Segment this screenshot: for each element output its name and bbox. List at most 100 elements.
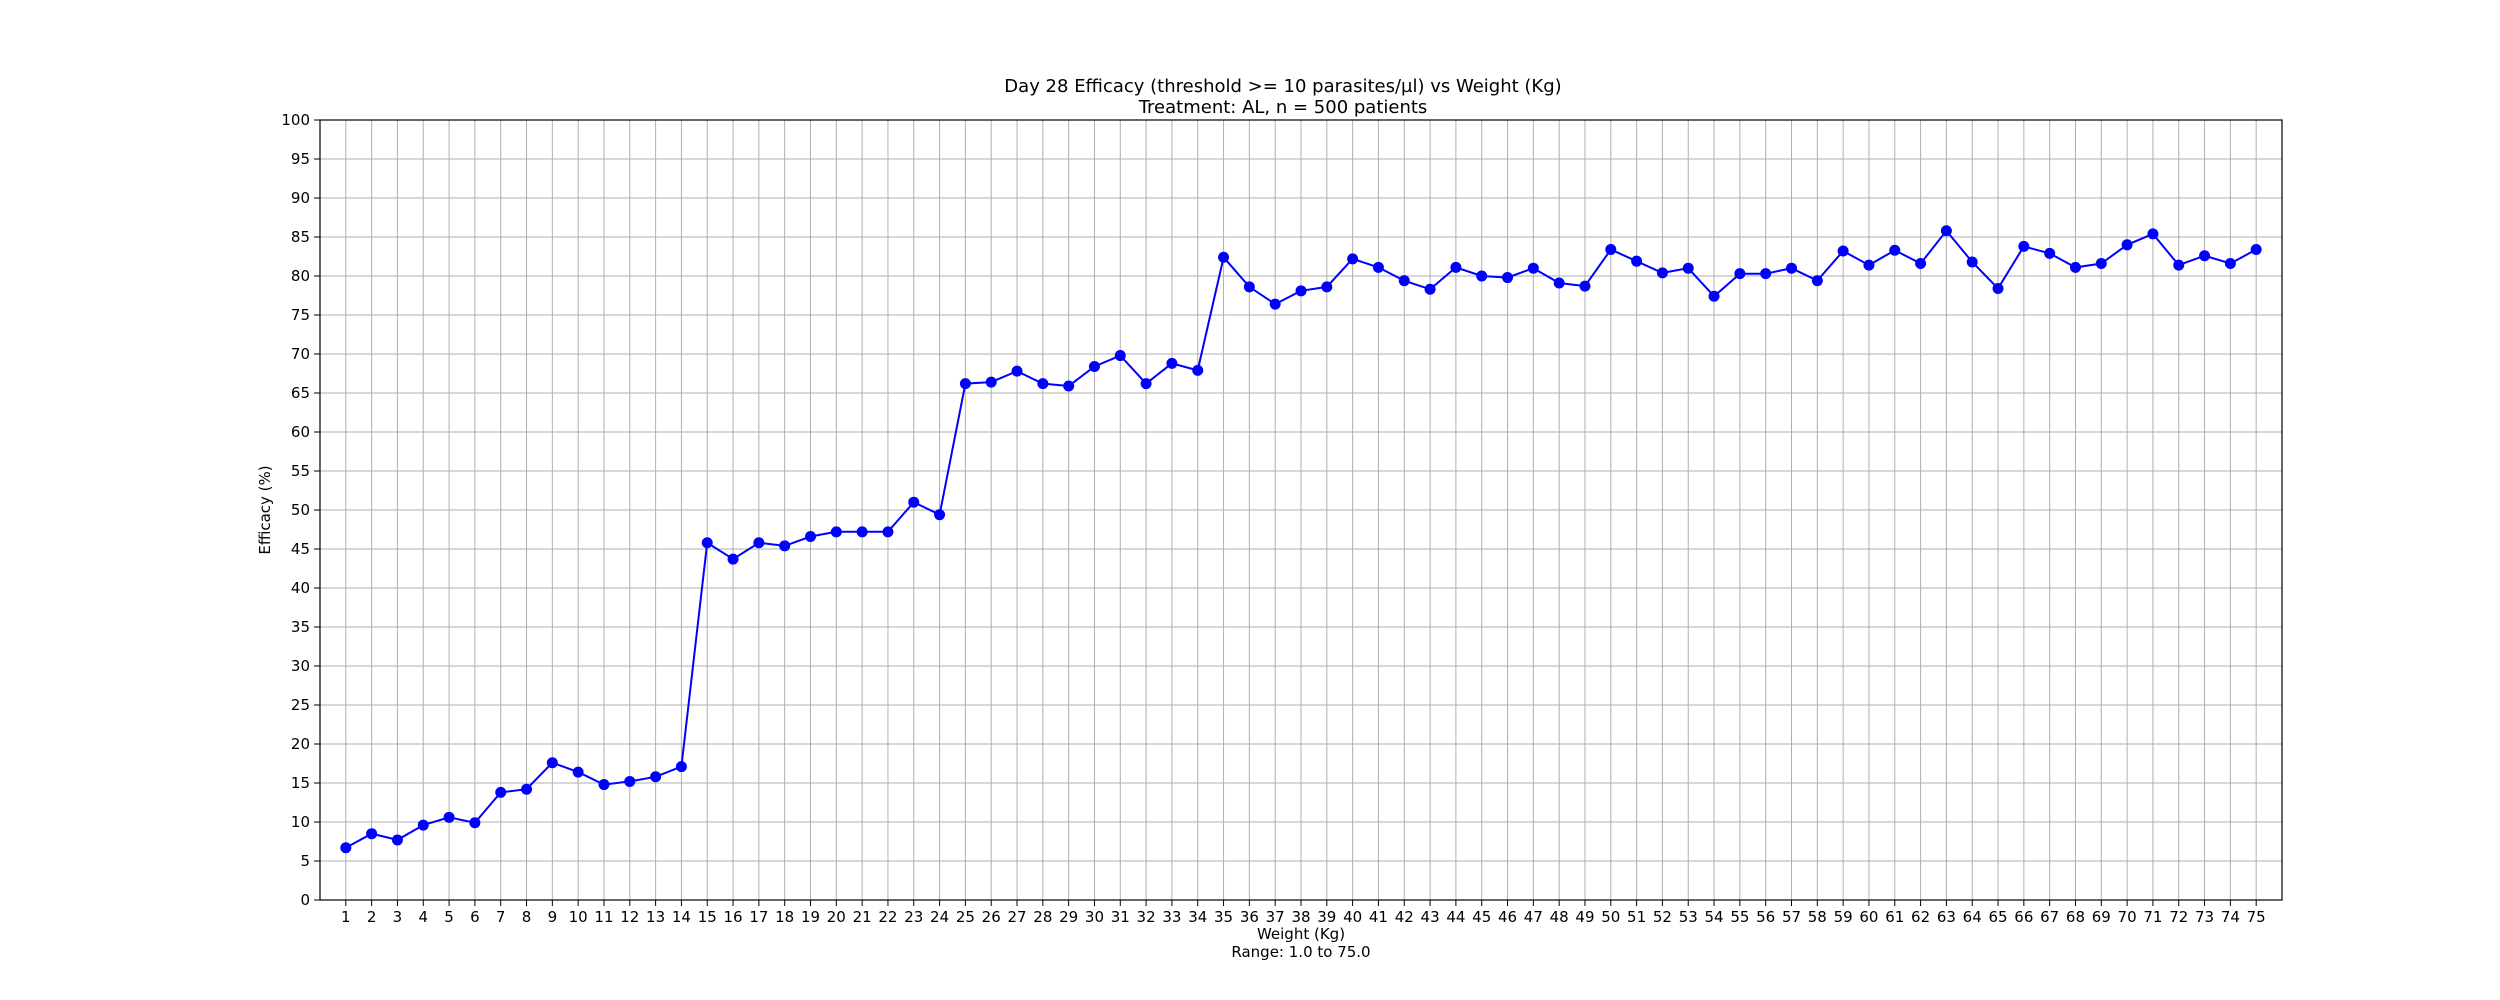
x-tick-label: 51 xyxy=(1627,908,1646,926)
data-point xyxy=(753,537,765,549)
x-tick-label: 4 xyxy=(418,908,428,926)
x-tick-label: 31 xyxy=(1111,908,1130,926)
x-tick-label: 53 xyxy=(1679,908,1698,926)
x-tick-label: 42 xyxy=(1395,908,1414,926)
data-point xyxy=(1295,285,1307,297)
y-tick-label: 25 xyxy=(291,696,310,714)
y-tick-label: 35 xyxy=(291,618,310,636)
data-point xyxy=(856,526,868,538)
x-axis-ticks: 1 2 3 4 5 6 7 8 9 10 11 12 13 14 15 16 17 18 19 20 21 22 23 24 2… xyxy=(341,900,2266,926)
y-tick-label: 70 xyxy=(291,345,310,363)
x-tick-label: 60 xyxy=(1859,908,1878,926)
x-tick-label: 64 xyxy=(1963,908,1982,926)
y-axis-label: Efficacy (%) xyxy=(256,465,274,554)
data-point xyxy=(985,376,997,388)
x-tick-label: 63 xyxy=(1937,908,1956,926)
data-point xyxy=(391,834,403,846)
data-point xyxy=(1708,290,1720,302)
y-tick-label: 0 xyxy=(300,891,310,909)
x-tick-label: 14 xyxy=(672,908,691,926)
y-tick-label: 95 xyxy=(291,150,310,168)
data-point xyxy=(340,842,352,854)
data-point xyxy=(2173,259,2185,271)
y-tick-label: 80 xyxy=(291,267,310,285)
x-tick-label: 16 xyxy=(724,908,743,926)
y-tick-label: 50 xyxy=(291,501,310,519)
x-tick-label: 8 xyxy=(522,908,532,926)
x-tick-label: 56 xyxy=(1756,908,1775,926)
x-tick-label: 21 xyxy=(853,908,872,926)
x-tick-label: 45 xyxy=(1472,908,1491,926)
data-point xyxy=(1940,225,1952,237)
data-point xyxy=(727,553,739,565)
x-tick-label: 29 xyxy=(1059,908,1078,926)
data-point xyxy=(959,378,971,390)
x-tick-label: 30 xyxy=(1085,908,1104,926)
data-point xyxy=(1553,277,1565,289)
y-tick-label: 60 xyxy=(291,423,310,441)
data-point xyxy=(1966,256,1978,268)
x-tick-label: 38 xyxy=(1291,908,1310,926)
x-tick-label: 68 xyxy=(2066,908,2085,926)
data-point xyxy=(1605,243,1617,255)
data-point xyxy=(1579,280,1591,292)
data-point xyxy=(1243,281,1255,293)
x-tick-label: 24 xyxy=(930,908,949,926)
x-tick-label: 75 xyxy=(2247,908,2266,926)
x-tick-label: 59 xyxy=(1834,908,1853,926)
data-point xyxy=(443,811,455,823)
x-tick-label: 3 xyxy=(393,908,403,926)
data-point xyxy=(1476,270,1488,282)
x-tick-label: 17 xyxy=(749,908,768,926)
x-tick-label: 2 xyxy=(367,908,377,926)
y-tick-label: 65 xyxy=(291,384,310,402)
x-tick-label: 18 xyxy=(775,908,794,926)
data-point xyxy=(1011,365,1023,377)
x-axis-label: Weight (Kg) xyxy=(1257,925,1345,943)
data-point xyxy=(1889,244,1901,256)
x-tick-label: 72 xyxy=(2169,908,2188,926)
x-tick-label: 55 xyxy=(1730,908,1749,926)
data-point xyxy=(1218,251,1230,263)
y-tick-label: 90 xyxy=(291,189,310,207)
x-tick-label: 74 xyxy=(2221,908,2240,926)
data-point xyxy=(1037,378,1049,390)
data-point xyxy=(1088,360,1100,372)
data-point xyxy=(1682,262,1694,274)
data-point xyxy=(2199,250,2211,262)
data-point xyxy=(1192,364,1204,376)
y-tick-label: 40 xyxy=(291,579,310,597)
x-tick-label: 66 xyxy=(2014,908,2033,926)
data-point xyxy=(1114,350,1126,362)
x-tick-label: 25 xyxy=(956,908,975,926)
x-tick-label: 33 xyxy=(1162,908,1181,926)
x-tick-label: 46 xyxy=(1498,908,1517,926)
x-tick-label: 35 xyxy=(1214,908,1233,926)
x-tick-label: 65 xyxy=(1988,908,2007,926)
data-point xyxy=(650,771,662,783)
plot-frame xyxy=(319,119,2283,901)
data-point xyxy=(1372,261,1384,273)
y-tick-label: 30 xyxy=(291,657,310,675)
data-point xyxy=(521,783,533,795)
x-tick-label: 62 xyxy=(1911,908,1930,926)
data-point xyxy=(779,540,791,552)
x-tick-label: 47 xyxy=(1524,908,1543,926)
x-tick-label: 15 xyxy=(698,908,717,926)
x-tick-label: 6 xyxy=(470,908,480,926)
y-tick-label: 20 xyxy=(291,735,310,753)
data-point xyxy=(2147,228,2159,240)
x-range-note: Range: 1.0 to 75.0 xyxy=(1231,943,1370,961)
y-tick-label: 85 xyxy=(291,228,310,246)
data-point xyxy=(1321,281,1333,293)
data-point xyxy=(1140,378,1152,390)
x-tick-label: 67 xyxy=(2040,908,2059,926)
data-point xyxy=(1527,262,1539,274)
data-point xyxy=(624,775,636,787)
data-point xyxy=(598,779,610,791)
x-tick-label: 39 xyxy=(1317,908,1336,926)
data-point xyxy=(1760,268,1772,280)
x-tick-label: 71 xyxy=(2143,908,2162,926)
x-tick-label: 22 xyxy=(878,908,897,926)
